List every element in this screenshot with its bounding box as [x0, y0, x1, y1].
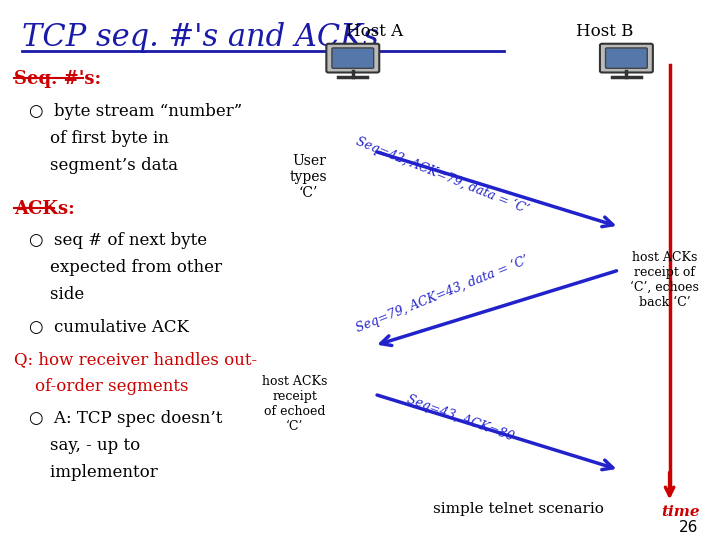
- Text: Seq=43, ACK=80: Seq=43, ACK=80: [405, 393, 516, 444]
- Text: of-order segments: of-order segments: [14, 378, 189, 395]
- FancyBboxPatch shape: [332, 48, 374, 68]
- Text: ○  cumulative ACK: ○ cumulative ACK: [29, 319, 189, 335]
- Text: simple telnet scenario: simple telnet scenario: [433, 502, 604, 516]
- Text: Seq. #'s:: Seq. #'s:: [14, 70, 102, 88]
- Text: ○  byte stream “number”: ○ byte stream “number”: [29, 103, 242, 119]
- FancyBboxPatch shape: [326, 44, 379, 72]
- Text: say, - up to: say, - up to: [29, 437, 140, 454]
- Text: Host A: Host A: [346, 24, 403, 40]
- Text: ○  A: TCP spec doesn’t: ○ A: TCP spec doesn’t: [29, 410, 222, 427]
- Text: host ACKs
receipt of
‘C’, echoes
back ‘C’: host ACKs receipt of ‘C’, echoes back ‘C…: [630, 251, 699, 309]
- FancyBboxPatch shape: [606, 48, 647, 68]
- Text: TCP seq. #'s and ACKs: TCP seq. #'s and ACKs: [22, 22, 378, 52]
- Text: Seq=42, ACK=79, data = ‘C’: Seq=42, ACK=79, data = ‘C’: [354, 134, 531, 217]
- Text: Host B: Host B: [576, 24, 634, 40]
- Text: User
types
‘C’: User types ‘C’: [290, 154, 328, 200]
- Text: ACKs:: ACKs:: [14, 200, 75, 218]
- Text: time: time: [661, 505, 700, 519]
- Text: of first byte in: of first byte in: [29, 130, 168, 146]
- Text: segment’s data: segment’s data: [29, 157, 178, 173]
- Text: ○  seq # of next byte: ○ seq # of next byte: [29, 232, 207, 249]
- Text: side: side: [29, 286, 84, 303]
- Text: expected from other: expected from other: [29, 259, 222, 276]
- Text: Q: how receiver handles out-: Q: how receiver handles out-: [14, 351, 258, 368]
- Text: Seq=79, ACK=43, data = ‘C’: Seq=79, ACK=43, data = ‘C’: [354, 253, 531, 335]
- FancyBboxPatch shape: [600, 44, 653, 72]
- Text: implementor: implementor: [29, 464, 158, 481]
- Text: host ACKs
receipt
of echoed
‘C’: host ACKs receipt of echoed ‘C’: [262, 375, 328, 433]
- Text: 26: 26: [679, 519, 698, 535]
